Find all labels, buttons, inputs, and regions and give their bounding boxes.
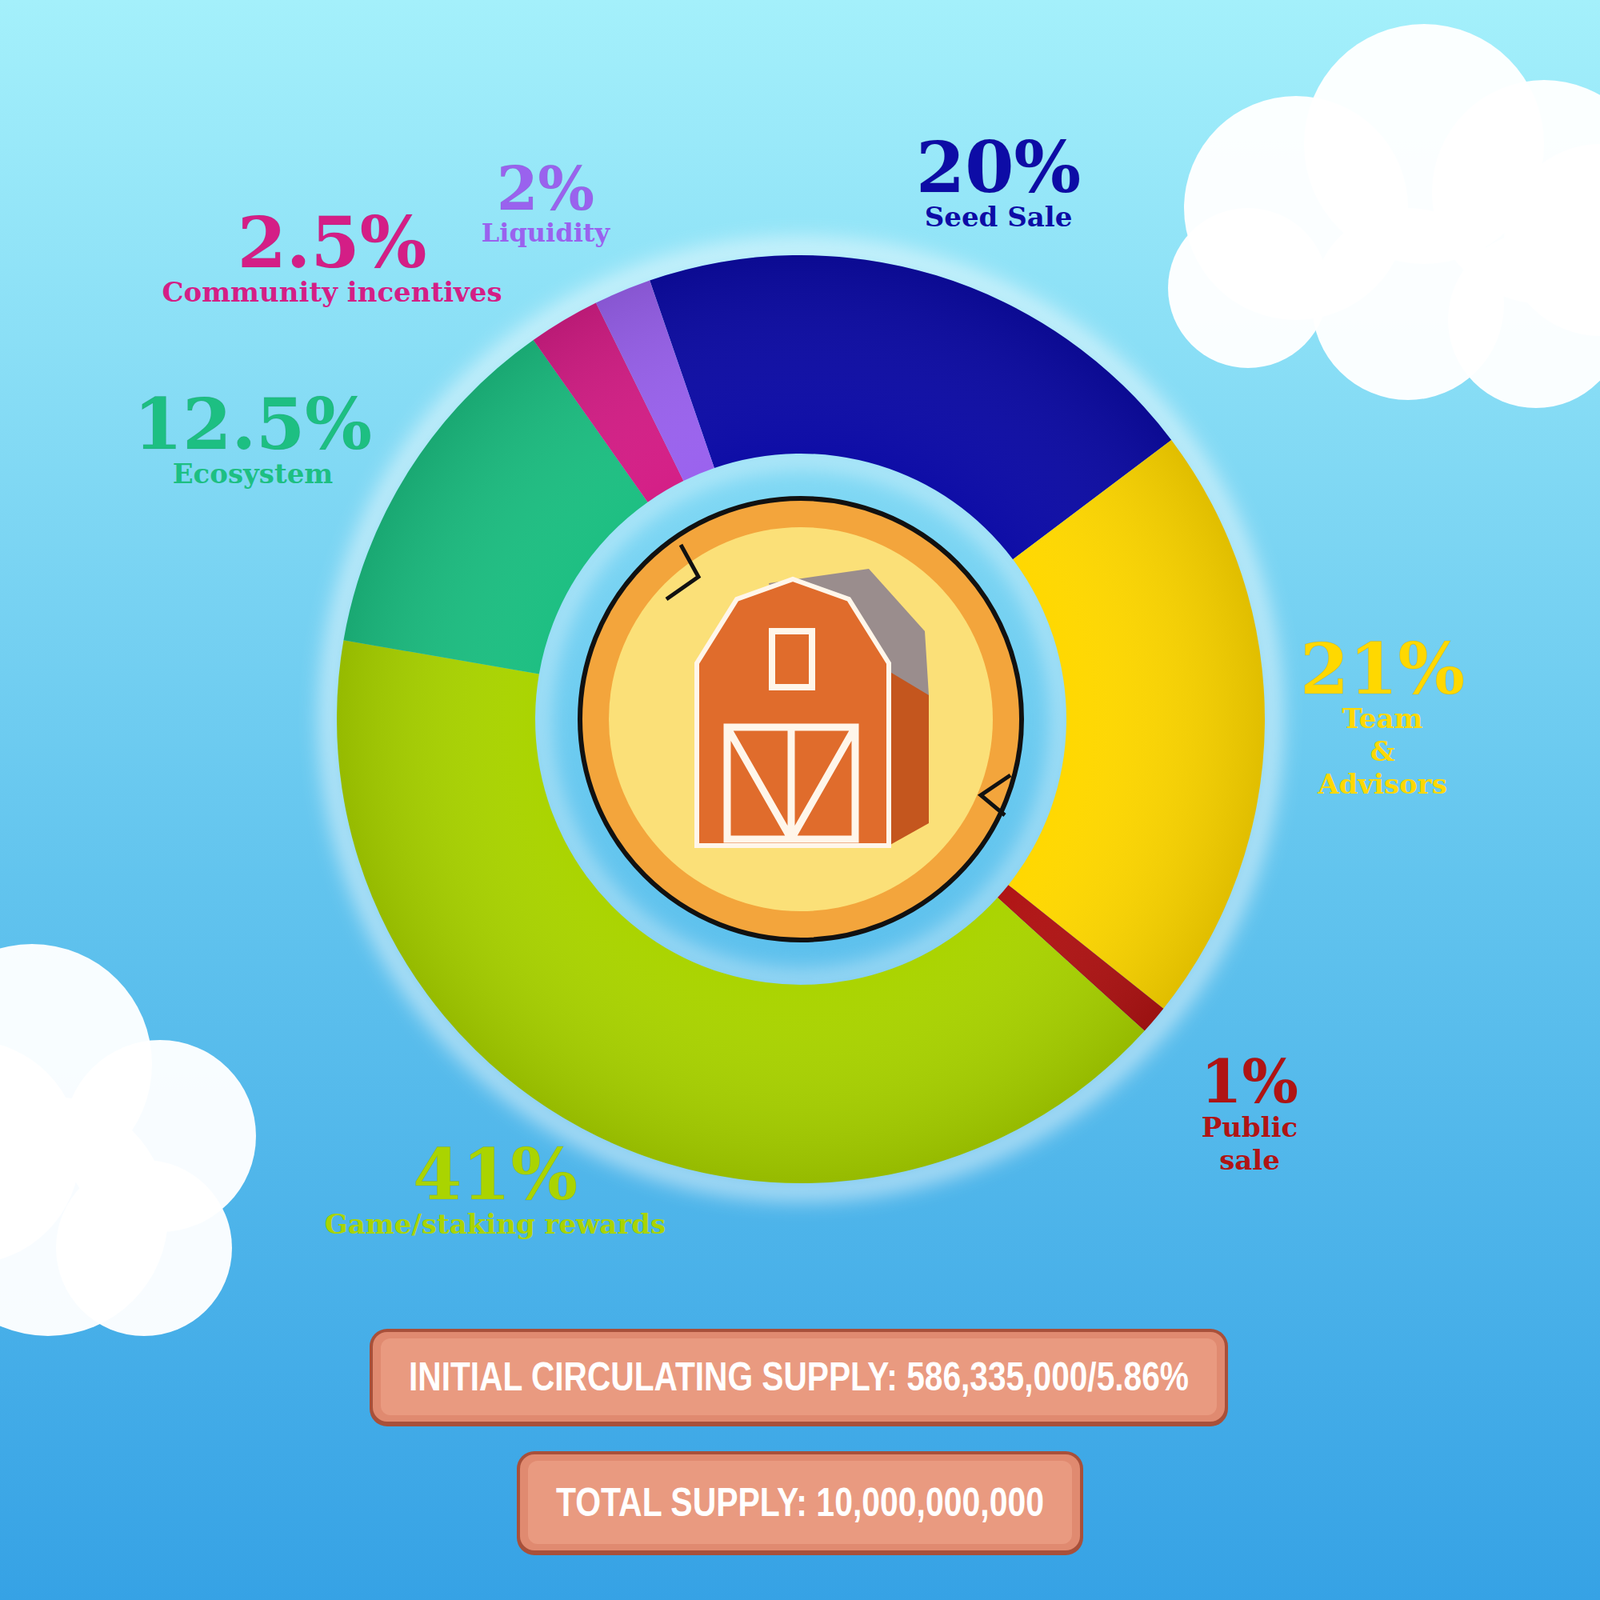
coin-rim (580, 498, 1022, 940)
slice-label: 21%Team&Advisors (1300, 627, 1465, 800)
barn-front (696, 579, 889, 846)
plaque: TOTAL SUPPLY: 10,000,000,000 (516, 1451, 1084, 1556)
category-label-line: Team (1341, 702, 1423, 735)
category-label-line: Seed Sale (924, 200, 1073, 233)
slice-label: 41%Game/staking rewards (324, 1132, 666, 1240)
donut-shade (336, 255, 1265, 1184)
barn (696, 568, 929, 846)
category-label-line: sale (1219, 1144, 1280, 1176)
cloud-puff (56, 1160, 232, 1336)
value-label: 2.5% (237, 200, 428, 284)
center-coin (580, 498, 1022, 940)
coin-crack (666, 544, 699, 600)
annotation: TOTAL SUPPLY: 10,000,000,000 (556, 1480, 1044, 1525)
slice-label: 2.5%Community incentives (161, 200, 502, 308)
slice-label: 12.5%Ecosystem (133, 382, 372, 490)
category-label-line: Ecosystem (172, 457, 334, 490)
category-label: Community incentives (161, 276, 502, 308)
category-label: Team&Advisors (1316, 702, 1448, 801)
cloud-puff (1168, 208, 1328, 368)
value-label: 2% (496, 154, 595, 224)
value-label: 12.5% (133, 382, 372, 466)
category-label-line: Community incentives (161, 276, 502, 308)
annotation: INITIAL CIRCULATING SUPPLY: 586,335,000/… (408, 1354, 1189, 1400)
cloud-top-right (1168, 24, 1600, 408)
value-label: 41% (412, 1132, 578, 1216)
barn-door (727, 727, 856, 840)
plaque-face (380, 1338, 1217, 1416)
cloud-puff (0, 1040, 80, 1264)
slice-label: 20%Seed Sale (916, 125, 1081, 233)
slice (596, 280, 715, 482)
slice-label: 1%Publicsale (1200, 1047, 1299, 1176)
coin-face (608, 527, 993, 912)
category-label: Liquidity (481, 217, 612, 248)
inner-glow (540, 458, 1062, 980)
labels: 20%Seed Sale 21%Team&Advisors 1%Publicsale… (133, 125, 1465, 1240)
plaques: INITIAL CIRCULATING SUPPLY: 586,335,000/… (369, 1328, 1228, 1556)
category-label: Game/staking rewards (324, 1208, 666, 1240)
background (0, 0, 1600, 1600)
cloud-bottom-left (0, 944, 256, 1336)
value-label: 21% (1300, 627, 1465, 711)
outer-glow (330, 248, 1272, 1190)
plaque-edge (516, 1451, 1084, 1556)
category-label: Ecosystem (172, 457, 334, 490)
coin-crack (980, 775, 1011, 816)
barn-window (772, 631, 812, 688)
canvas: 20%Seed Sale 21%Team&Advisors 1%Publicsale… (0, 0, 1600, 1600)
plaque-face (528, 1460, 1072, 1544)
slice-label: 2%Liquidity (481, 154, 612, 248)
donut (336, 255, 1265, 1184)
category-label-line: Liquidity (481, 217, 612, 248)
plaque-board (520, 1454, 1080, 1551)
cloud-puff (1504, 144, 1600, 336)
plaque: INITIAL CIRCULATING SUPPLY: 586,335,000/… (369, 1328, 1228, 1427)
value-label: 1% (1200, 1047, 1299, 1116)
category-label-line: Public (1201, 1111, 1299, 1144)
plaque-board (372, 1332, 1225, 1422)
category-label-line: Advisors (1316, 768, 1448, 800)
category-label: Publicsale (1201, 1111, 1299, 1176)
category-label-line: Game/staking rewards (324, 1208, 666, 1240)
plaque-edge (369, 1328, 1228, 1427)
plot-area (336, 255, 1265, 1184)
category-label-line: & (1370, 735, 1396, 768)
category-label: Seed Sale (924, 200, 1073, 233)
donut-glow (330, 248, 1272, 1190)
barn-side (888, 671, 929, 846)
value-label: 20% (916, 125, 1081, 209)
